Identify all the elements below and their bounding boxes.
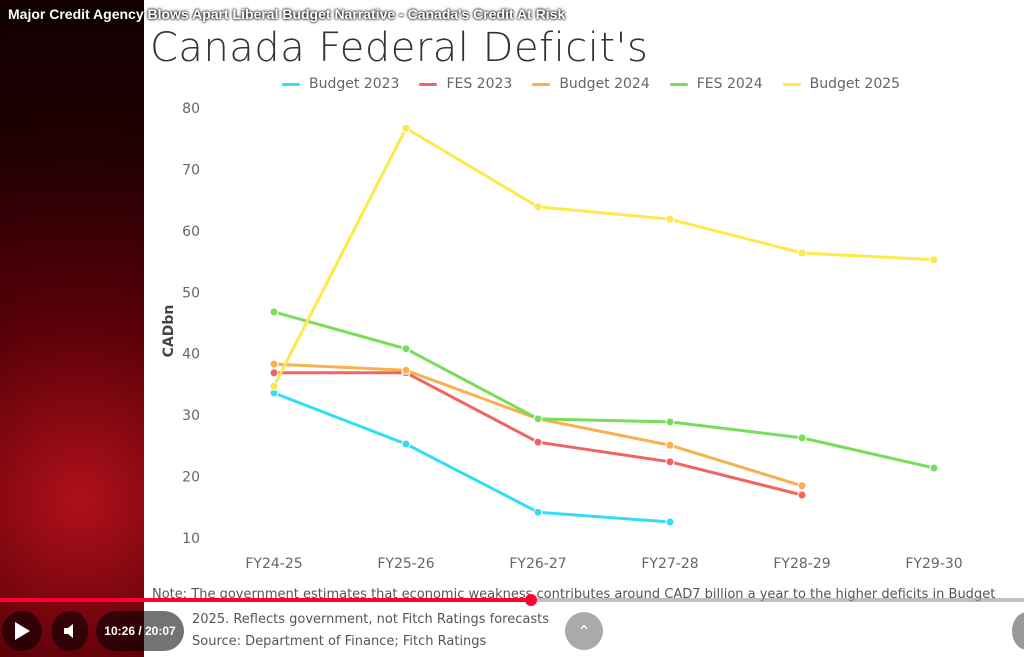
legend-swatch xyxy=(282,83,300,86)
video-background-panel xyxy=(0,0,144,657)
legend-label: Budget 2025 xyxy=(809,76,901,92)
series-line-fes-2024 xyxy=(273,310,935,470)
x-tick-label: FY26-27 xyxy=(509,556,566,572)
data-point xyxy=(269,381,279,391)
legend-item[interactable]: Budget 2023 xyxy=(282,76,399,93)
data-point xyxy=(269,307,279,317)
y-tick-label: 20 xyxy=(182,470,200,486)
legend-swatch xyxy=(532,83,551,86)
line-chart: 10 20 30 40 50 60 70 80 FY24-25 FY25-26 FY26-27 FY2… xyxy=(161,101,963,572)
data-point xyxy=(533,507,543,517)
play-button[interactable] xyxy=(2,611,42,651)
legend-swatch xyxy=(419,83,438,86)
data-point xyxy=(797,481,807,491)
scroll-up-button[interactable]: ⌃ xyxy=(565,612,603,650)
chevron-up-icon: ⌃ xyxy=(577,621,591,641)
volume-icon xyxy=(64,624,73,638)
data-point xyxy=(929,255,939,265)
series-line-budget-2025 xyxy=(272,126,935,387)
x-tick-label: FY27-28 xyxy=(641,556,698,572)
chart-note-line2: 2025. Reflects government, not Fitch Rat… xyxy=(192,612,549,627)
data-point xyxy=(401,344,411,354)
x-tick-label: FY25-26 xyxy=(377,556,434,572)
progress-scrubber[interactable] xyxy=(525,594,538,606)
legend-label: FES 2024 xyxy=(696,76,763,92)
chart-title: Canada Federal Deficit's xyxy=(150,25,649,71)
next-button[interactable] xyxy=(1012,612,1024,650)
data-point xyxy=(665,457,675,467)
y-tick-label: 30 xyxy=(182,408,200,424)
chart-legend: Budget 2023 FES 2023 Budget 2024 FES 2024 Bu… xyxy=(282,76,900,93)
legend-label: Budget 2024 xyxy=(559,76,650,92)
data-point xyxy=(269,359,279,369)
play-icon xyxy=(15,622,30,640)
volume-button[interactable] xyxy=(52,611,88,651)
x-tick-label: FY28-29 xyxy=(773,556,830,572)
series-line-fes-2023 xyxy=(274,371,803,497)
legend-label: Budget 2023 xyxy=(309,76,400,92)
data-point xyxy=(533,414,543,424)
data-point xyxy=(797,433,807,443)
y-tick-label: 50 xyxy=(182,285,200,301)
data-point xyxy=(797,248,807,258)
x-tick-label: FY29-30 xyxy=(905,556,962,572)
video-title: Major Credit Agency Blows Apart Liberal … xyxy=(8,6,566,22)
data-point xyxy=(533,202,543,212)
y-tick-label: 60 xyxy=(182,224,200,240)
legend-item[interactable]: Budget 2025 xyxy=(782,76,901,93)
legend-item[interactable]: FES 2024 xyxy=(669,76,763,93)
y-tick-label: 80 xyxy=(182,101,200,117)
legend-swatch xyxy=(782,83,801,86)
data-point xyxy=(401,365,411,375)
data-point xyxy=(797,490,807,500)
y-axis-label: CADbn xyxy=(161,305,177,358)
video-progress-bar[interactable] xyxy=(0,594,1024,606)
data-point xyxy=(401,439,411,449)
legend-item[interactable]: Budget 2024 xyxy=(532,76,650,93)
y-tick-label: 70 xyxy=(182,162,200,178)
x-tick-label: FY24-25 xyxy=(245,556,302,572)
y-tick-label: 10 xyxy=(182,531,200,547)
legend-item[interactable]: FES 2023 xyxy=(419,76,512,93)
data-point xyxy=(665,440,675,450)
data-point xyxy=(665,517,675,527)
legend-label: FES 2023 xyxy=(446,76,513,92)
data-point xyxy=(665,417,675,427)
chart-source: Source: Department of Finance; Fitch Rat… xyxy=(192,634,487,649)
data-point xyxy=(401,123,411,133)
time-display: 10:26 / 20:07 xyxy=(96,611,184,651)
series-line-budget-2023 xyxy=(273,391,671,524)
progress-fill xyxy=(0,598,532,602)
y-tick-label: 40 xyxy=(182,347,200,363)
data-point xyxy=(533,437,543,447)
data-point xyxy=(269,368,279,378)
legend-swatch xyxy=(669,83,688,86)
data-point xyxy=(929,463,939,473)
data-point xyxy=(665,214,675,224)
